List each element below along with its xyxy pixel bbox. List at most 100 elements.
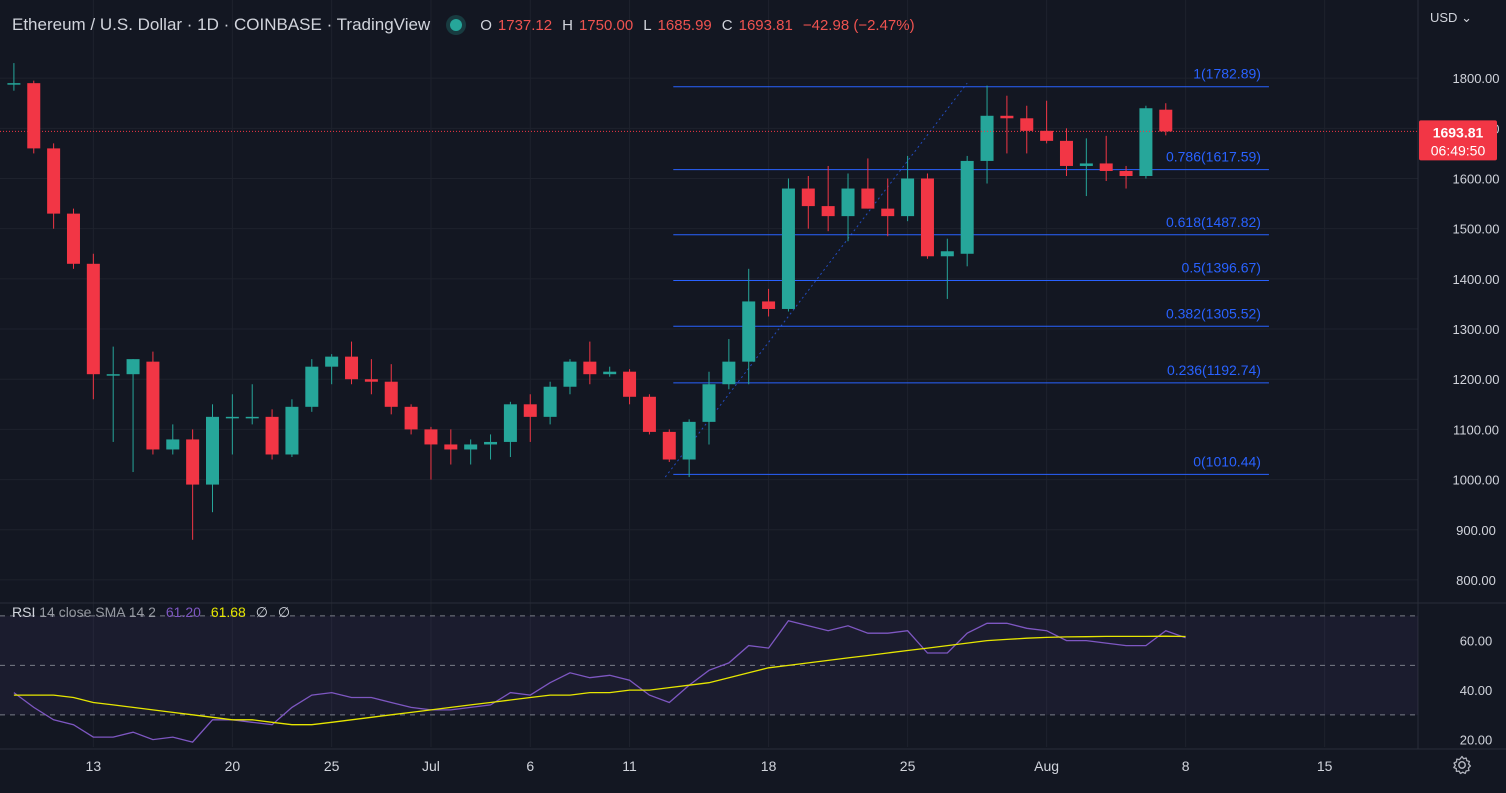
candle-down bbox=[384, 364, 398, 415]
rsi-line bbox=[13, 620, 1186, 743]
time-tick-label: 13 bbox=[86, 758, 102, 774]
fib-level-label: 0.618(1487.82) bbox=[1166, 214, 1261, 230]
rsi-tick-label: 60.00 bbox=[1460, 634, 1493, 649]
candle-down bbox=[1159, 103, 1173, 136]
candle-up bbox=[702, 371, 716, 445]
time-tick-label: 11 bbox=[622, 758, 637, 774]
candle-body bbox=[801, 188, 815, 207]
candle-body bbox=[1099, 163, 1113, 171]
currency-selector[interactable]: USD ⌄ bbox=[1430, 10, 1472, 26]
candle-body bbox=[404, 406, 418, 430]
candle-down bbox=[861, 158, 875, 209]
candle-up bbox=[245, 384, 259, 425]
candle-down bbox=[404, 404, 418, 435]
rsi-na-2: ∅ bbox=[277, 604, 291, 620]
candle-up bbox=[166, 424, 180, 455]
candle-body bbox=[186, 439, 200, 485]
open-value: 1737.12 bbox=[497, 16, 553, 34]
candle-down bbox=[66, 208, 80, 269]
candle-body bbox=[126, 359, 140, 375]
candle-body bbox=[722, 361, 736, 385]
low-value: 1685.99 bbox=[657, 16, 712, 34]
candle-down bbox=[364, 359, 378, 395]
candle-body bbox=[285, 406, 299, 455]
price-tick-label: 1100.00 bbox=[1453, 422, 1499, 437]
candle-body bbox=[1079, 163, 1093, 166]
candle-body bbox=[225, 416, 239, 419]
candle-down bbox=[1000, 95, 1014, 154]
candle-up bbox=[841, 173, 855, 242]
rsi-tick-label: 20.00 bbox=[1460, 733, 1493, 748]
rsi-params: 14 close SMA 14 2 bbox=[39, 604, 156, 620]
price-tick-label: 1500.00 bbox=[1453, 222, 1500, 237]
candle-down bbox=[424, 426, 438, 480]
rsi-tick-label: 40.00 bbox=[1460, 683, 1493, 698]
candle-down bbox=[186, 429, 200, 540]
candle-body bbox=[206, 416, 220, 485]
candle-body bbox=[106, 374, 120, 376]
time-tick-label: 18 bbox=[761, 758, 777, 774]
change-value: −42.98 (−2.47%) bbox=[802, 16, 915, 34]
candle-body bbox=[702, 384, 716, 422]
candle-body bbox=[920, 178, 934, 257]
candle-down bbox=[583, 341, 597, 385]
time-tick-label: 25 bbox=[324, 758, 340, 774]
candle-body bbox=[66, 213, 80, 264]
candle-up bbox=[484, 434, 498, 460]
candle-up bbox=[940, 238, 954, 299]
fib-level-label: 1(1782.89) bbox=[1193, 66, 1261, 82]
close-key: C bbox=[721, 16, 733, 34]
candle-down bbox=[920, 173, 934, 259]
rsi-legend[interactable]: RSI 14 close SMA 14 2 61.20 61.68 ∅ ∅ bbox=[12, 604, 290, 621]
candle-body bbox=[424, 429, 438, 445]
candle-body bbox=[523, 404, 537, 417]
candle-up bbox=[106, 346, 120, 442]
candle-body bbox=[345, 356, 359, 380]
candle-body bbox=[960, 160, 974, 254]
candle-up bbox=[1139, 105, 1153, 179]
market-status-icon[interactable] bbox=[450, 19, 463, 31]
fib-level-label: 0.786(1617.59) bbox=[1166, 149, 1261, 165]
symbol-title[interactable]: Ethereum / U.S. Dollar · 1D · COINBASE ·… bbox=[12, 15, 431, 34]
candle-body bbox=[1119, 170, 1133, 176]
candle-down bbox=[821, 165, 835, 232]
price-tick-label: 800.00 bbox=[1456, 573, 1496, 588]
candle-down bbox=[801, 175, 815, 229]
candle-down bbox=[86, 253, 100, 400]
candle-up bbox=[464, 439, 478, 465]
candle-body bbox=[762, 301, 776, 309]
candle-up bbox=[225, 394, 239, 455]
price-tick-label: 1300.00 bbox=[1453, 322, 1500, 337]
time-tick-label: 25 bbox=[900, 758, 916, 774]
close-value: 1693.81 bbox=[738, 16, 793, 34]
candle-body bbox=[603, 371, 617, 375]
candle-body bbox=[901, 178, 915, 217]
candle-body bbox=[1159, 109, 1173, 132]
candle-down bbox=[1020, 105, 1034, 154]
candle-down bbox=[623, 369, 637, 405]
candle-body bbox=[583, 361, 597, 375]
price-tick-label: 1400.00 bbox=[1453, 272, 1500, 287]
candle-down bbox=[265, 409, 279, 460]
candle-up bbox=[325, 354, 339, 385]
candle-body bbox=[980, 115, 994, 161]
candle-down bbox=[47, 143, 61, 229]
candle-down bbox=[27, 80, 41, 154]
candle-down bbox=[881, 178, 895, 237]
last-price-tag bbox=[1419, 120, 1497, 161]
price-tick-label: 1800.00 bbox=[1453, 71, 1500, 86]
rsi-sma-line bbox=[13, 635, 1186, 726]
high-key: H bbox=[562, 16, 573, 34]
candle-up bbox=[126, 359, 140, 473]
rsi-na-1: ∅ bbox=[255, 604, 268, 620]
candle-up bbox=[742, 268, 756, 385]
chevron-down-icon: ⌄ bbox=[1461, 10, 1472, 25]
candle-up bbox=[563, 359, 577, 395]
candle-body bbox=[742, 301, 756, 362]
gear-icon[interactable] bbox=[1452, 755, 1472, 775]
ohlc-readout: O 1737.12 H 1750.00 L 1685.99 C 1693.81 −42.… bbox=[480, 17, 918, 34]
time-tick-label: 8 bbox=[1182, 758, 1190, 774]
candle-up bbox=[980, 85, 994, 184]
